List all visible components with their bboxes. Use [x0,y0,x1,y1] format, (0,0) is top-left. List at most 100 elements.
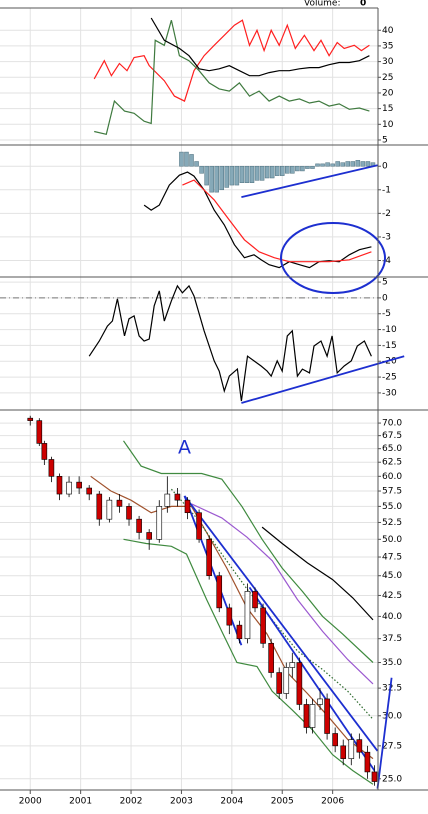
y-tick-label: -15 [382,341,397,351]
series-line [88,284,372,402]
y-tick-label: 60.0 [382,472,402,482]
series-line [182,179,372,263]
y-tick-label: 42.5 [382,591,402,601]
x-tick-label: 2005 [271,797,294,807]
volume-value: 0 [360,0,366,9]
y-tick-label: 62.5 [382,458,402,468]
y-tick-label: 35.0 [382,658,402,668]
y-tick-label: 37.5 [382,634,402,644]
y-tick-label: 45.0 [382,571,402,581]
histogram-bar [229,165,235,186]
histogram-bar [315,163,320,167]
y-tick-label: 47.5 [382,553,402,563]
candle-body [41,443,48,460]
candle-body [356,739,363,753]
histogram-bar [360,161,366,167]
candle-body [156,506,163,540]
histogram-bar [335,161,340,167]
x-tick-label: 2002 [120,797,143,807]
candle-body [303,704,310,728]
x-tick-label: 2001 [69,797,92,807]
candle-body [184,499,191,514]
y-tick-label: -1 [382,185,391,195]
y-tick-label: 30.0 [382,711,402,721]
y-tick-label: 32.5 [382,684,402,694]
histogram-bar [269,165,275,179]
y-tick-label: -10 [382,325,397,335]
series-line [376,677,393,789]
histogram-bar [209,165,214,193]
candle-body [196,512,202,540]
candle-body [116,499,123,507]
histogram-bar [189,154,194,167]
histogram-bar [249,165,255,183]
candle-body [164,493,171,507]
candle-body [36,420,43,444]
y-tick-label: 25.0 [382,774,402,784]
y-tick-label: -30 [382,388,397,398]
x-tick-label: 2003 [170,797,193,807]
histogram-bar [194,161,199,167]
candle-body [48,459,55,477]
histogram-bar [345,161,351,167]
candle-body [340,745,347,759]
y-tick-label: 5 [382,278,388,288]
series-line [90,475,374,760]
histogram-bar [264,165,270,179]
histogram-bar [320,163,325,167]
candle-body [348,739,355,759]
candle-body [106,499,113,520]
candle-body [146,532,152,540]
histogram-bar [290,165,295,174]
candle-body [27,417,34,421]
candle-body [86,487,93,495]
y-tick-label: 30 [382,57,394,67]
candle-body [76,481,82,489]
y-tick-label: 35 [382,41,393,51]
histogram-bar [254,165,260,181]
histogram-bar [259,165,265,181]
candle-body [317,698,323,705]
y-tick-label: 57.5 [382,487,402,497]
histogram-bar [310,165,315,169]
candle-body [226,607,233,626]
series-line [150,17,370,77]
candle-body [296,662,303,705]
histogram-bar [239,165,245,183]
candle-body [66,481,72,495]
candle-body [268,643,274,673]
series-line [93,19,370,102]
histogram-bar [295,165,300,172]
candle-body [236,624,243,639]
series-line [261,526,374,621]
histogram-bar [355,160,361,167]
x-tick-label: 2006 [321,797,344,807]
histogram-bar [340,162,345,167]
series-line [123,440,374,663]
volume-label: Volume: [304,0,341,9]
y-tick-label: 0 [382,162,388,172]
histogram-bar [285,165,290,174]
histogram-bar [279,165,285,176]
y-tick-label: 40 [382,26,394,36]
candle-body [332,733,338,747]
candle-body [309,704,316,728]
series-line [241,164,378,198]
series-line [123,538,374,785]
y-tick-label: -3 [382,232,391,242]
candle-body [260,607,266,644]
y-tick-label: 70.0 [382,419,402,429]
y-tick-label: 40.0 [382,612,402,622]
candle-body [244,591,251,639]
y-tick-label: 5 [382,135,388,145]
candle-body [206,539,212,577]
candle-body [252,591,258,609]
candle-body [289,662,296,668]
histogram-bar [305,165,310,169]
histogram-bar [330,163,335,167]
annotation: A [178,437,191,459]
histogram-bar [350,161,356,167]
plot-layer: 40 35 30 25 20 15 10 5 0 -1 -2 -3 -4 5 0 -5 -10 -15 -20 -25… [0,8,405,807]
